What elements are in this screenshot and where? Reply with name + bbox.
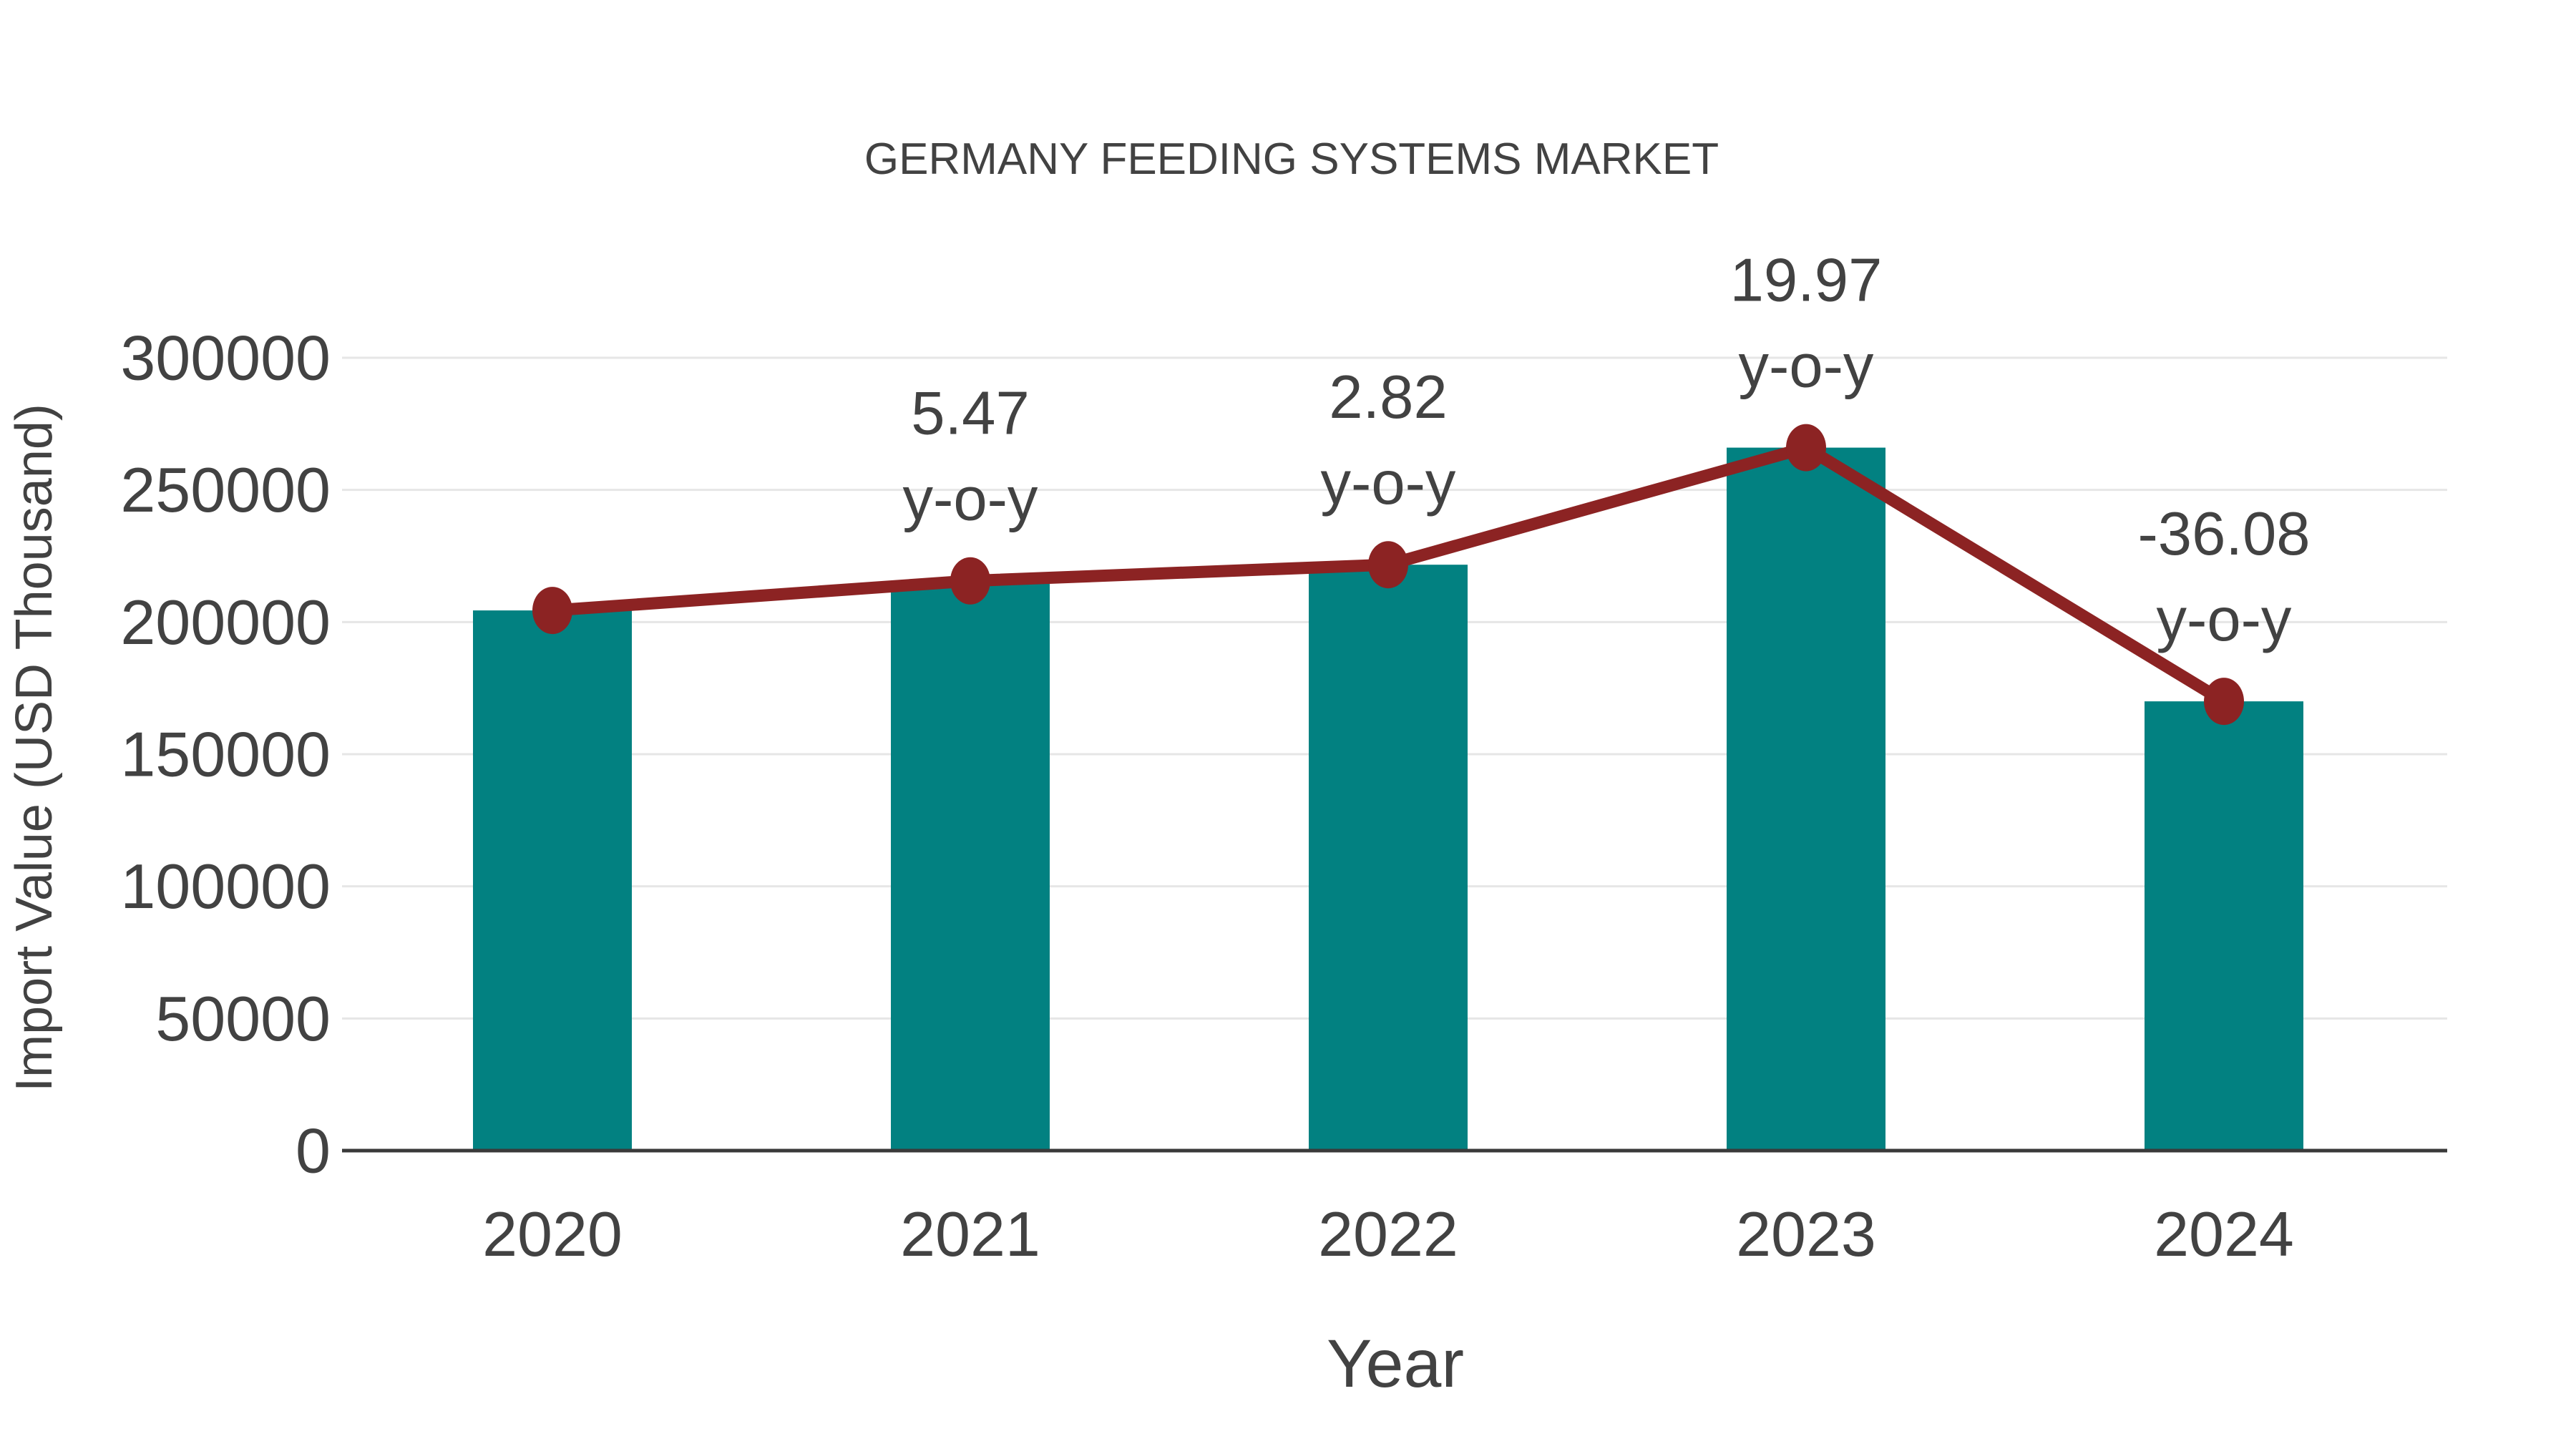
bar-2020 [473,610,632,1151]
y-tick-label: 250000 [120,454,331,525]
x-tick-label: 2022 [1318,1199,1458,1269]
chart-title: GERMANY FEEDING SYSTEMS MARKET [864,135,1719,184]
bar-2024 [2145,701,2303,1151]
x-tick-label: 2024 [2154,1199,2294,1269]
bar-2022 [1309,565,1468,1151]
trend-line [532,424,2244,726]
x-axis-title: Year [1327,1326,1464,1402]
x-tick-labels: 2020 2021 2022 2023 2024 [482,1199,2294,1269]
annotation-label-2022: y-o-y [1321,449,1456,517]
line-marker-2021 [950,557,990,605]
annotation-label-2023: y-o-y [1739,333,1874,401]
y-tick-label: 100000 [120,851,331,922]
line-marker-2023 [1786,424,1826,472]
y-axis-title: Import Value (USD Thousand) [6,404,63,1092]
annotation-value-2024: -36.08 [2137,500,2310,568]
annotation-label-2021: y-o-y [903,466,1038,534]
y-tick-label: 0 [296,1116,331,1186]
x-tick-label: 2021 [900,1199,1040,1269]
y-tick-label: 300000 [120,323,331,394]
y-tick-label: 200000 [120,587,331,658]
y-tick-label: 150000 [120,719,331,790]
line-marker-2020 [532,587,572,635]
annotation-value-2021: 5.47 [911,380,1029,448]
bars [473,447,2303,1151]
x-tick-label: 2023 [1736,1199,1876,1269]
bar-2021 [891,580,1050,1151]
line-marker-2024 [2204,678,2244,726]
y-tick-labels: 0 50000 100000 150000 200000 250000 300000 [120,323,331,1186]
annotation-value-2022: 2.82 [1329,364,1447,431]
y-tick-label: 50000 [155,983,331,1054]
annotations: 5.47 y-o-y 2.82 y-o-y 19.97 y-o-y -36.08 y-o-y [903,247,2311,655]
annotation-label-2024: y-o-y [2157,586,2292,654]
x-tick-label: 2020 [482,1199,623,1269]
bar-2023 [1727,447,1885,1151]
annotation-value-2023: 19.97 [1730,247,1883,315]
line-marker-2022 [1368,541,1408,589]
